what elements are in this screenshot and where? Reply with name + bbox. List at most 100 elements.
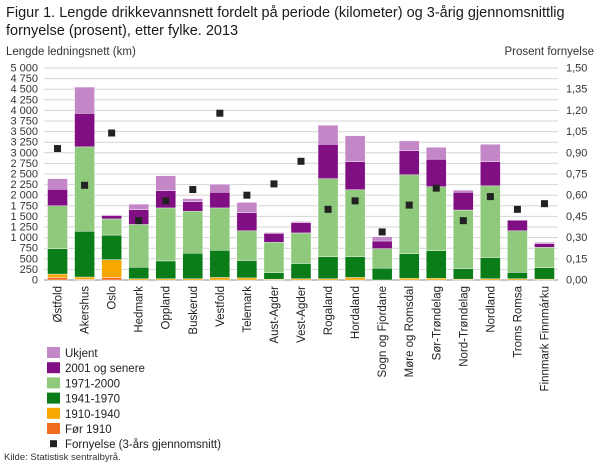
- right-tick-label: 1,20: [566, 105, 587, 117]
- category-label: Akershus: [80, 286, 92, 334]
- bar-segment: [453, 189, 474, 193]
- bar-segment: [236, 230, 258, 261]
- category-label: Oppland: [161, 286, 173, 329]
- bar-segment: [399, 150, 420, 176]
- category-label: Rogaland: [323, 286, 335, 335]
- left-tick-label: 2 000: [10, 190, 38, 202]
- bar-segment: [47, 248, 68, 275]
- bar-segment: [128, 203, 149, 210]
- renewal-marker: [243, 191, 251, 199]
- left-tick-label: 1 250: [10, 222, 38, 234]
- legend-label: Fornyelse (3-års gjennomsnitt): [65, 439, 221, 451]
- renewal-marker: [324, 205, 332, 213]
- bar-segment: [317, 256, 339, 279]
- renewal-marker: [432, 184, 440, 192]
- category-label: Møre og Romsdal: [404, 286, 416, 377]
- bar-segment: [344, 161, 366, 190]
- renewal-marker: [513, 205, 521, 213]
- renewal-marker: [351, 197, 359, 205]
- category-label: Telemark: [242, 286, 254, 333]
- bar-segment: [480, 161, 501, 187]
- right-tick-label: 0,90: [566, 147, 587, 159]
- left-tick-label: 4 750: [10, 73, 38, 85]
- right-tick-label: 0,30: [566, 232, 587, 244]
- bar-segment: [317, 178, 339, 257]
- bar-segment: [399, 278, 420, 281]
- renewal-marker: [54, 145, 62, 153]
- bar-segment: [344, 256, 366, 278]
- renewal-marker: [216, 109, 224, 117]
- bar-segment: [290, 221, 312, 223]
- right-tick-label: 0,60: [566, 190, 587, 202]
- renewal-marker: [540, 200, 548, 208]
- left-tick-label: 2 250: [10, 179, 38, 191]
- bar-segment: [263, 242, 285, 273]
- category-label: Nordland: [485, 286, 497, 333]
- left-tick-label: 1 500: [10, 211, 38, 223]
- bar-segment: [534, 247, 555, 268]
- renewal-marker: [486, 193, 494, 201]
- category-label: Sør-Trøndelag: [431, 286, 443, 360]
- bar-segment: [101, 218, 122, 236]
- left-tick-label: 250: [20, 264, 38, 276]
- left-tick-label: 4 250: [10, 94, 38, 106]
- bar-segment: [534, 242, 555, 244]
- category-label: Østfold: [53, 286, 65, 322]
- renewal-marker: [189, 186, 197, 194]
- bar-segment: [209, 250, 231, 278]
- bar-segment: [344, 277, 366, 281]
- category-label: Finnmark Finnmárku: [539, 286, 551, 391]
- legend-swatch: [47, 377, 60, 389]
- bar-segment: [47, 273, 68, 278]
- bar-segment: [480, 144, 501, 162]
- bar-segment: [290, 263, 312, 279]
- bar-segment: [507, 220, 528, 232]
- legend-swatch: [47, 407, 60, 419]
- legend-swatch: [47, 392, 60, 404]
- bar-segment: [534, 243, 555, 248]
- right-tick-label: 1,50: [566, 63, 587, 75]
- source-note: Kilde: Statistisk sentralbyrå.: [4, 452, 121, 463]
- bar-segment: [371, 267, 393, 281]
- bar-segment: [371, 236, 393, 242]
- bar-segment: [155, 260, 176, 279]
- renewal-marker: [459, 217, 467, 225]
- bar-segment: [209, 192, 231, 209]
- category-label: Sogn og Fjordane: [377, 286, 389, 377]
- right-tick-label: 1,35: [566, 84, 587, 96]
- bar-segment: [74, 276, 95, 280]
- right-tick-label: 0,75: [566, 169, 587, 181]
- bar-segment: [371, 240, 393, 249]
- category-label: Hordaland: [350, 286, 362, 339]
- bar-segment: [507, 272, 528, 279]
- bar-segment: [290, 222, 312, 234]
- bar-segment: [74, 146, 95, 232]
- bar-segment: [317, 144, 339, 179]
- figure-number: Figur 1.: [6, 5, 56, 21]
- category-label: Oslo: [107, 286, 119, 310]
- left-tick-label: 2 500: [10, 169, 38, 181]
- left-tick-label: 1 000: [10, 232, 38, 244]
- bar-segment: [182, 198, 203, 202]
- left-tick-label: 5 000: [10, 63, 38, 75]
- legend-label: 1941-1970: [65, 394, 120, 406]
- right-tick-label: 0,15: [566, 253, 587, 265]
- renewal-marker: [81, 181, 89, 189]
- left-tick-label: 0: [32, 275, 38, 287]
- renewal-marker: [135, 217, 143, 225]
- chart-title: Figur 1. Lengde drikkevannsnett fordelt …: [6, 4, 596, 40]
- legend-label: 1910-1940: [65, 409, 120, 421]
- category-label: Troms Romsa: [512, 285, 524, 357]
- category-label: Vestfold: [215, 286, 227, 327]
- bar-segment: [155, 175, 176, 191]
- renewal-marker: [405, 201, 413, 209]
- left-tick-label: 4 500: [10, 84, 38, 96]
- bar-segment: [74, 113, 95, 148]
- right-axis-title: Prosent fornyelse: [504, 46, 595, 58]
- bar-segment: [209, 183, 231, 193]
- legend-swatch: [47, 362, 60, 374]
- bar-segment: [426, 147, 447, 160]
- bar-segment: [263, 232, 285, 234]
- bar-segment: [426, 158, 447, 187]
- category-label: Vest-Agder: [296, 286, 308, 343]
